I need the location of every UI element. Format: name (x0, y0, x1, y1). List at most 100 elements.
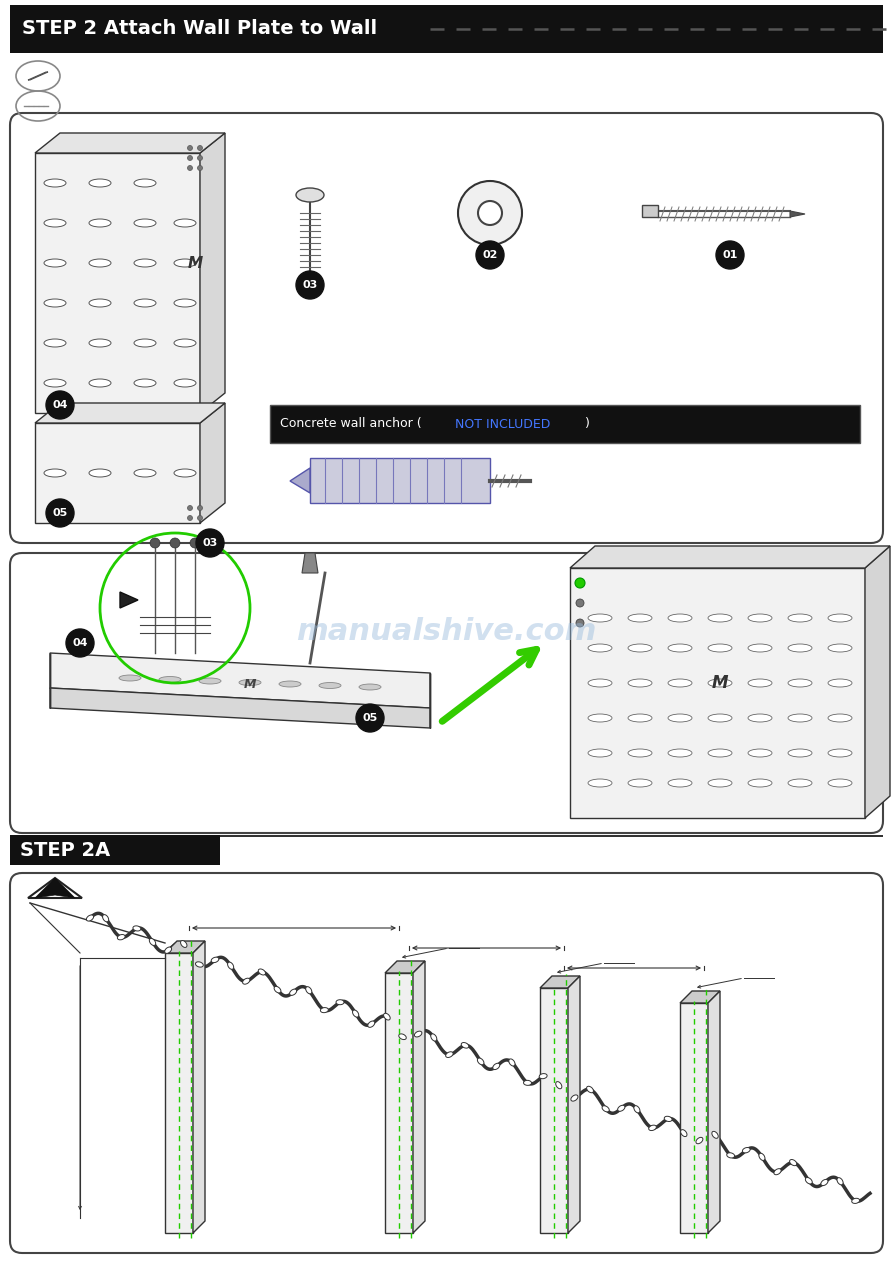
Polygon shape (680, 991, 720, 1003)
Ellipse shape (628, 714, 652, 722)
Ellipse shape (628, 779, 652, 787)
Ellipse shape (446, 1052, 453, 1057)
Circle shape (188, 145, 193, 150)
Ellipse shape (668, 714, 692, 722)
Ellipse shape (164, 947, 171, 954)
Ellipse shape (618, 1105, 625, 1111)
Ellipse shape (319, 682, 341, 688)
Ellipse shape (289, 989, 296, 995)
Ellipse shape (539, 1074, 547, 1079)
Circle shape (197, 155, 203, 160)
Ellipse shape (414, 1031, 421, 1037)
Polygon shape (165, 954, 193, 1233)
Ellipse shape (680, 1129, 687, 1137)
Text: Concrete wall anchor (: Concrete wall anchor ( (280, 418, 421, 431)
Ellipse shape (117, 935, 125, 940)
Ellipse shape (828, 679, 852, 687)
Ellipse shape (712, 1132, 718, 1138)
Ellipse shape (708, 614, 732, 621)
Ellipse shape (789, 1159, 797, 1166)
Ellipse shape (211, 957, 219, 962)
Ellipse shape (134, 338, 156, 347)
Polygon shape (35, 878, 75, 898)
Ellipse shape (274, 986, 281, 993)
Text: 01: 01 (722, 250, 738, 260)
Polygon shape (540, 988, 568, 1233)
Ellipse shape (430, 1034, 437, 1041)
Ellipse shape (359, 685, 381, 690)
Ellipse shape (628, 644, 652, 652)
Ellipse shape (837, 1177, 843, 1185)
Circle shape (576, 599, 584, 608)
Ellipse shape (664, 1116, 672, 1122)
Ellipse shape (336, 1000, 344, 1004)
Ellipse shape (748, 714, 772, 722)
Ellipse shape (571, 1095, 578, 1101)
Text: 05: 05 (363, 714, 378, 722)
Ellipse shape (87, 914, 94, 921)
Ellipse shape (708, 714, 732, 722)
Ellipse shape (852, 1199, 860, 1204)
FancyBboxPatch shape (10, 112, 883, 543)
Ellipse shape (727, 1153, 735, 1158)
Circle shape (476, 241, 504, 269)
Polygon shape (642, 205, 658, 217)
Text: 03: 03 (203, 538, 218, 548)
Text: 04: 04 (72, 638, 88, 648)
Circle shape (296, 272, 324, 299)
Text: M: M (712, 674, 729, 692)
Ellipse shape (119, 674, 141, 681)
Ellipse shape (368, 1021, 375, 1027)
Ellipse shape (133, 926, 141, 931)
Ellipse shape (243, 979, 250, 984)
Polygon shape (120, 592, 138, 608)
Ellipse shape (805, 1177, 813, 1183)
Circle shape (188, 155, 193, 160)
Ellipse shape (748, 679, 772, 687)
Ellipse shape (159, 677, 181, 682)
Ellipse shape (134, 379, 156, 386)
Ellipse shape (89, 179, 111, 187)
Ellipse shape (384, 1013, 390, 1021)
Ellipse shape (759, 1153, 765, 1161)
Ellipse shape (588, 644, 612, 652)
Ellipse shape (321, 1008, 329, 1013)
Ellipse shape (296, 188, 324, 202)
Ellipse shape (134, 179, 156, 187)
Ellipse shape (668, 749, 692, 757)
Ellipse shape (708, 679, 732, 687)
Text: STEP 2A: STEP 2A (20, 840, 110, 860)
FancyBboxPatch shape (10, 553, 883, 834)
Ellipse shape (821, 1180, 828, 1186)
Polygon shape (680, 1003, 708, 1233)
Text: M: M (188, 255, 203, 270)
Ellipse shape (149, 938, 155, 946)
Polygon shape (865, 546, 890, 818)
Polygon shape (50, 653, 430, 709)
Ellipse shape (174, 469, 196, 477)
Ellipse shape (748, 614, 772, 621)
Circle shape (197, 145, 203, 150)
Ellipse shape (696, 1138, 703, 1144)
Ellipse shape (628, 749, 652, 757)
Ellipse shape (89, 299, 111, 307)
Ellipse shape (258, 969, 265, 975)
Ellipse shape (742, 1148, 750, 1153)
Ellipse shape (493, 1063, 500, 1070)
Circle shape (575, 578, 585, 589)
Ellipse shape (103, 914, 109, 922)
Circle shape (478, 201, 502, 225)
Ellipse shape (788, 714, 812, 722)
Ellipse shape (89, 218, 111, 227)
Polygon shape (385, 973, 413, 1233)
Circle shape (66, 629, 94, 657)
Text: M: M (244, 678, 256, 692)
Ellipse shape (89, 259, 111, 266)
Circle shape (197, 505, 203, 510)
Ellipse shape (628, 614, 652, 621)
Ellipse shape (555, 1081, 562, 1089)
Ellipse shape (134, 299, 156, 307)
Ellipse shape (44, 259, 66, 266)
Ellipse shape (134, 259, 156, 266)
Circle shape (188, 505, 193, 510)
